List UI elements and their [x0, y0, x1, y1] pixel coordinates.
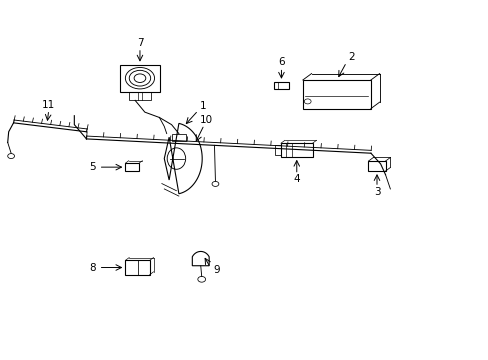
Bar — [302, 80, 370, 109]
Text: 10: 10 — [200, 115, 213, 125]
Text: 3: 3 — [373, 187, 380, 197]
Bar — [275, 145, 281, 155]
Text: 8: 8 — [89, 262, 96, 273]
Bar — [273, 82, 288, 89]
Text: 6: 6 — [278, 58, 284, 67]
Bar — [129, 92, 150, 100]
Text: 2: 2 — [347, 52, 354, 62]
Bar — [368, 161, 385, 171]
Bar — [119, 64, 160, 92]
Text: 1: 1 — [200, 101, 206, 111]
Text: 5: 5 — [89, 162, 96, 172]
Text: 4: 4 — [293, 174, 300, 184]
Text: 7: 7 — [136, 38, 143, 48]
Bar — [171, 134, 186, 141]
Bar — [125, 260, 149, 275]
Text: 9: 9 — [213, 265, 219, 275]
Bar — [281, 143, 312, 157]
Bar — [125, 163, 139, 171]
Text: 11: 11 — [41, 100, 55, 110]
